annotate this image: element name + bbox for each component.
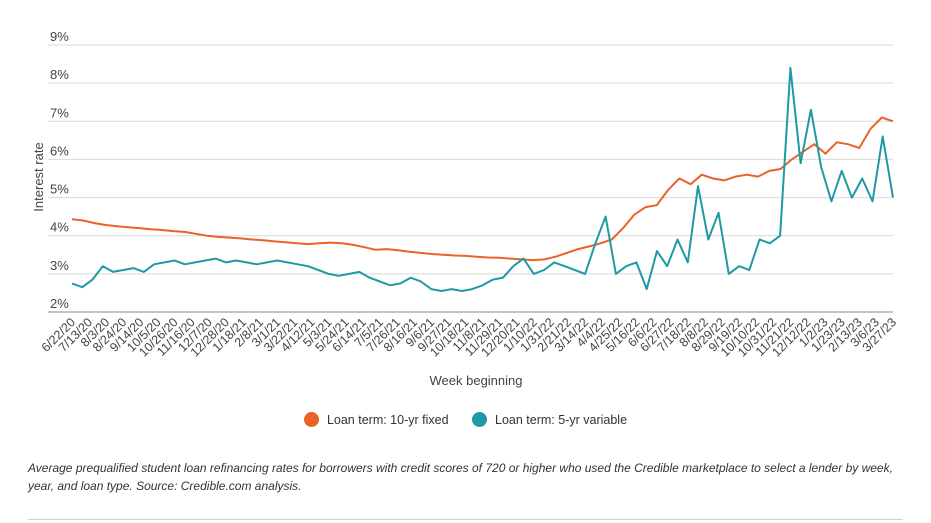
y-tick-label: 3%	[50, 258, 69, 273]
y-tick-label: 7%	[50, 105, 69, 120]
gridlines	[48, 44, 893, 313]
series-line-fixed	[71, 116, 894, 262]
y-tick-label: 2%	[50, 296, 69, 311]
line-chart: 2% 3% 4% 5% 6% 7% 8% 9% 6/22/207/13/208/3/208/2…	[31, 29, 899, 388]
series-line-variable	[71, 66, 894, 292]
legend-swatch-variable	[472, 412, 488, 427]
y-tick-label: 8%	[50, 67, 69, 82]
legend-item-variable: Loan term: 5-yr variable	[472, 412, 627, 427]
x-axis-label: Week beginning	[430, 373, 523, 388]
y-tick-label: 4%	[50, 220, 69, 235]
legend-swatch-fixed	[303, 412, 319, 427]
legend: Loan term: 10-yr fixed Loan term: 5-yr v…	[0, 412, 931, 430]
y-axis-label: Interest rate	[31, 142, 46, 211]
legend-item-fixed: Loan term: 10-yr fixed	[303, 412, 449, 427]
legend-label-variable: Loan term: 5-yr variable	[495, 412, 628, 427]
y-tick-labels: 2% 3% 4% 5% 6% 7% 8% 9%	[50, 29, 69, 311]
y-tick-label: 6%	[50, 143, 69, 158]
divider	[28, 519, 903, 520]
legend-label-fixed: Loan term: 10-yr fixed	[326, 412, 449, 427]
series-lines	[71, 66, 894, 292]
y-tick-label: 9%	[50, 29, 69, 44]
y-tick-label: 5%	[50, 182, 69, 197]
x-tick-labels: 6/22/207/13/208/3/208/24/209/14/2010/5/2…	[39, 315, 899, 359]
chart-caption: Average prequalified student loan refina…	[28, 461, 893, 493]
